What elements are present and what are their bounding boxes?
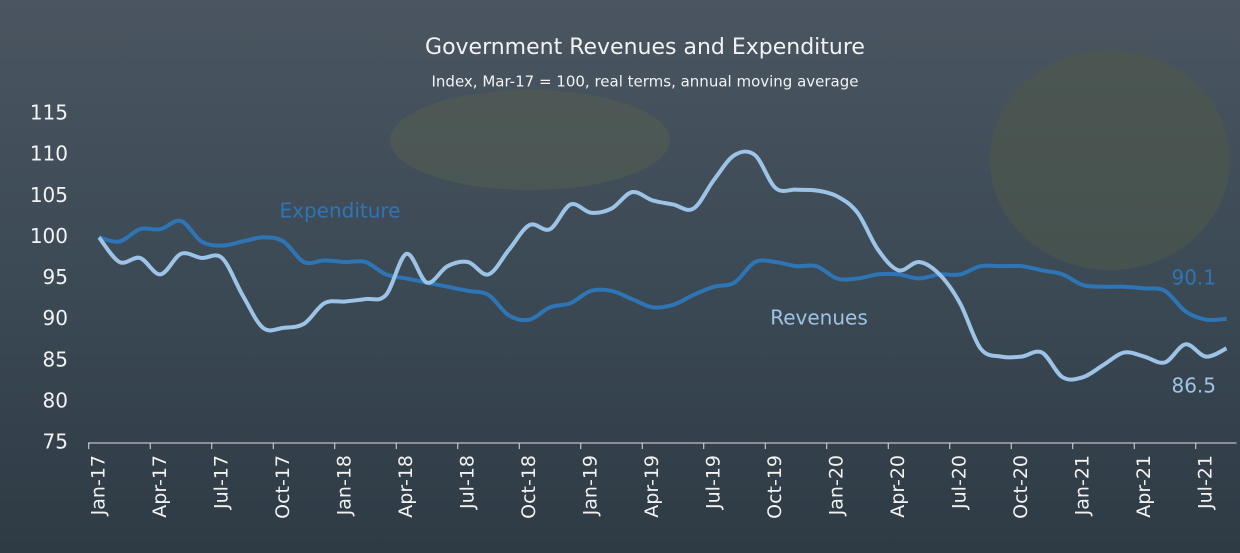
series-line xyxy=(97,149,1228,382)
x-tick-label: Oct-18 xyxy=(518,455,540,519)
x-tick-label: Apr-21 xyxy=(1133,455,1155,518)
y-tick-label: 95 xyxy=(43,265,68,289)
x-tick-label: Jul-21 xyxy=(1195,455,1217,510)
y-tick-label: 75 xyxy=(43,430,68,454)
y-tick-label: 100 xyxy=(30,224,68,248)
x-tick-label: Oct-20 xyxy=(1010,455,1032,519)
y-tick-label: 110 xyxy=(30,142,68,166)
x-tick-label: Apr-20 xyxy=(887,455,909,518)
chart-title: Government Revenues and Expenditure xyxy=(425,35,865,60)
x-tick-label: Jul-20 xyxy=(949,455,971,510)
island xyxy=(990,50,1230,270)
island xyxy=(390,90,670,190)
x-tick-label: Jul-18 xyxy=(457,455,479,510)
y-tick-label: 105 xyxy=(30,183,68,207)
x-tick-label: Apr-18 xyxy=(395,455,417,518)
end-label: 90.1 xyxy=(1171,266,1216,290)
y-tick-label: 85 xyxy=(43,347,68,371)
series-line xyxy=(98,218,1227,323)
x-tick-label: Jan-19 xyxy=(580,455,602,516)
chart-subtitle: Index, Mar-17 = 100, real terms, annual … xyxy=(432,73,859,91)
series-label: Expenditure xyxy=(279,199,400,223)
x-tick-label: Apr-17 xyxy=(149,455,171,518)
y-tick-label: 90 xyxy=(43,306,68,330)
end-label: 86.5 xyxy=(1171,374,1216,398)
x-tick-label: Jul-19 xyxy=(703,455,725,510)
x-tick-label: Oct-19 xyxy=(764,455,786,519)
x-tick-label: Jan-20 xyxy=(826,455,848,516)
y-tick-label: 115 xyxy=(30,101,68,125)
series-label: Revenues xyxy=(770,306,868,330)
x-tick-label: Oct-17 xyxy=(272,455,294,519)
y-tick-label: 80 xyxy=(43,388,68,412)
x-tick-label: Jan-21 xyxy=(1072,455,1094,516)
x-tick-label: Jan-17 xyxy=(88,455,110,516)
x-tick-label: Apr-19 xyxy=(641,455,663,518)
x-tick-label: Jul-17 xyxy=(211,455,233,510)
x-tick-label: Jan-18 xyxy=(334,455,356,516)
